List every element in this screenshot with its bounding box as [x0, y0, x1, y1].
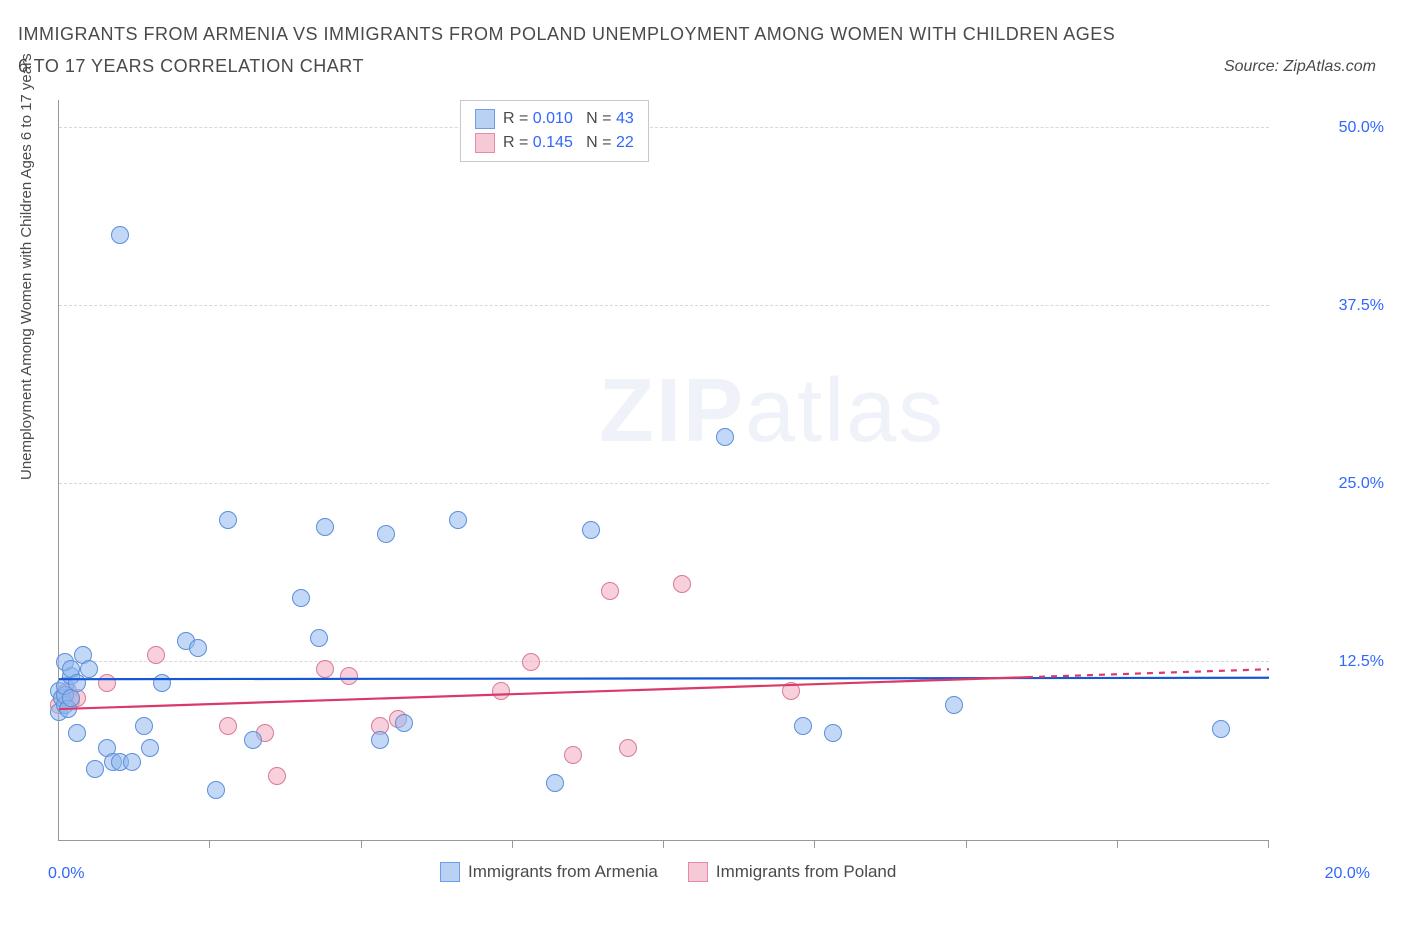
grid-line	[59, 483, 1269, 484]
data-point	[86, 760, 104, 778]
legend-text: R = 0.145 N = 22	[503, 131, 634, 155]
grid-line	[59, 661, 1269, 662]
data-point	[147, 646, 165, 664]
data-point	[395, 714, 413, 732]
source-text: Source: ZipAtlas.com	[1224, 58, 1376, 76]
data-point	[794, 717, 812, 735]
data-point	[141, 739, 159, 757]
x-tick	[512, 840, 513, 848]
legend-row: R = 0.145 N = 22	[475, 131, 634, 155]
data-point	[123, 753, 141, 771]
data-point	[219, 717, 237, 735]
correlation-legend: R = 0.010 N = 43R = 0.145 N = 22	[460, 100, 649, 162]
legend-label: Immigrants from Poland	[716, 862, 896, 882]
data-point	[601, 582, 619, 600]
page-title: IMMIGRANTS FROM ARMENIA VS IMMIGRANTS FR…	[18, 18, 1118, 83]
data-point	[98, 674, 116, 692]
x-tick	[1268, 840, 1269, 848]
grid-line	[59, 127, 1269, 128]
x-tick	[361, 840, 362, 848]
data-point	[564, 746, 582, 764]
data-point	[619, 739, 637, 757]
legend-text: R = 0.010 N = 43	[503, 107, 634, 131]
data-point	[268, 767, 286, 785]
x-tick	[966, 840, 967, 848]
data-point	[207, 781, 225, 799]
legend-row: R = 0.010 N = 43	[475, 107, 634, 131]
data-point	[80, 660, 98, 678]
y-tick-label: 50.0%	[1339, 119, 1384, 137]
data-point	[340, 667, 358, 685]
data-point	[371, 731, 389, 749]
legend-item: Immigrants from Armenia	[440, 862, 658, 882]
scatter-plot: ZIPatlas	[58, 100, 1269, 841]
data-point	[782, 682, 800, 700]
data-point	[716, 428, 734, 446]
legend-item: Immigrants from Poland	[688, 862, 896, 882]
data-point	[189, 639, 207, 657]
data-point	[582, 521, 600, 539]
data-point	[492, 682, 510, 700]
data-point	[68, 724, 86, 742]
data-point	[1212, 720, 1230, 738]
data-point	[377, 525, 395, 543]
data-point	[824, 724, 842, 742]
data-point	[244, 731, 262, 749]
x-tick	[1117, 840, 1118, 848]
data-point	[673, 575, 691, 593]
data-point	[111, 226, 129, 244]
legend-swatch	[688, 862, 708, 882]
y-tick-label: 25.0%	[1339, 475, 1384, 493]
data-point	[219, 511, 237, 529]
trend-lines	[59, 100, 1269, 840]
data-point	[68, 674, 86, 692]
grid-line	[59, 305, 1269, 306]
x-max-label: 20.0%	[1325, 865, 1370, 883]
legend-swatch	[475, 109, 495, 129]
watermark: ZIPatlas	[599, 360, 945, 463]
x-tick	[814, 840, 815, 848]
data-point	[449, 511, 467, 529]
data-point	[945, 696, 963, 714]
series-legend: Immigrants from Armenia Immigrants from P…	[440, 862, 896, 882]
legend-swatch	[440, 862, 460, 882]
data-point	[292, 589, 310, 607]
data-point	[135, 717, 153, 735]
y-axis-label: Unemployment Among Women with Children A…	[18, 53, 35, 480]
x-tick	[663, 840, 664, 848]
data-point	[522, 653, 540, 671]
data-point	[546, 774, 564, 792]
x-tick	[209, 840, 210, 848]
legend-label: Immigrants from Armenia	[468, 862, 658, 882]
x-min-label: 0.0%	[48, 865, 84, 883]
legend-swatch	[475, 133, 495, 153]
data-point	[310, 629, 328, 647]
y-tick-label: 12.5%	[1339, 653, 1384, 671]
data-point	[316, 660, 334, 678]
data-point	[316, 518, 334, 536]
y-tick-label: 37.5%	[1339, 297, 1384, 315]
data-point	[153, 674, 171, 692]
